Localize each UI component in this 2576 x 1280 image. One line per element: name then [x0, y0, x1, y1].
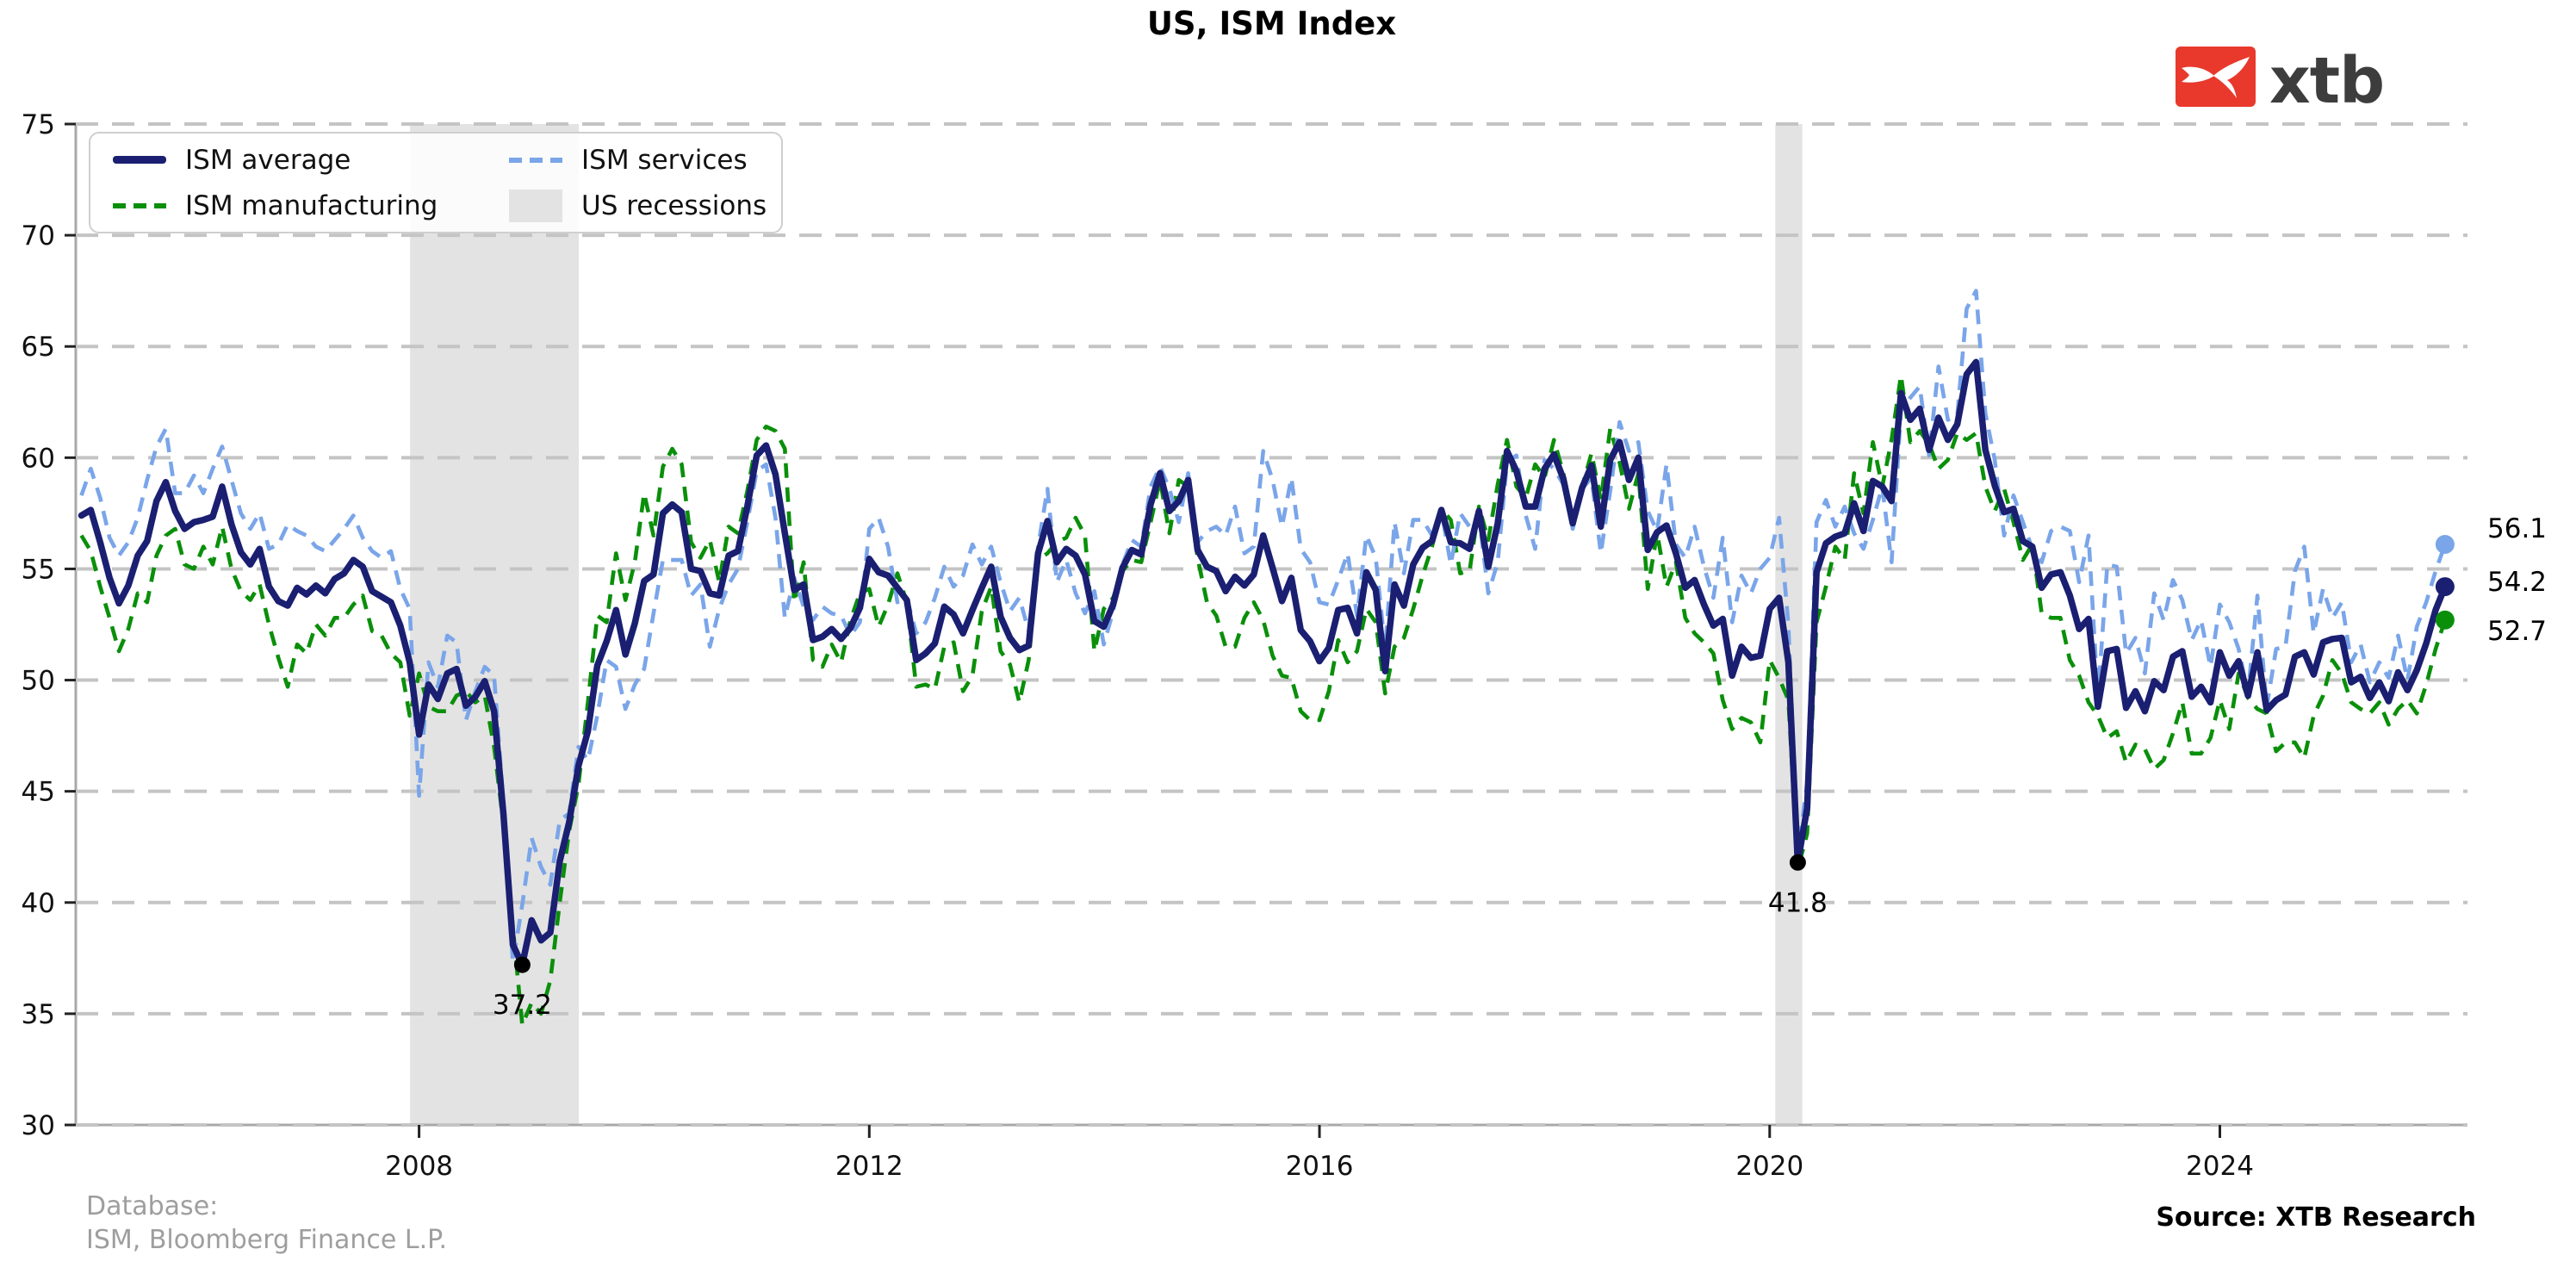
recession-band-1	[410, 124, 580, 1125]
series-line-ism-manufacturing	[79, 373, 2448, 1028]
legend-label-average: ISM average	[185, 144, 351, 176]
end-label-ism-services: 56.1	[2487, 513, 2547, 544]
y-tick-label-55: 55	[22, 554, 55, 585]
recession-band-2	[1775, 124, 1803, 1125]
annotation-label-37.2: 37.2	[493, 990, 552, 1021]
legend-item-services: ISM services	[509, 145, 773, 176]
legend-swatch-average-line	[113, 156, 166, 164]
y-tick-label-75: 75	[22, 109, 55, 140]
series-line-ism-average	[78, 358, 2449, 968]
annotation-label-41.8: 41.8	[1768, 887, 1828, 918]
chart-title: US, ISM Index	[1146, 5, 1397, 42]
x-tick-label-2024: 2024	[2186, 1151, 2254, 1182]
legend-label-manufacturing: ISM manufacturing	[185, 190, 438, 221]
legend-swatch-recessions-patch	[509, 189, 562, 222]
end-label-ism-manufacturing: 52.7	[2487, 616, 2547, 647]
x-tick-label-2012: 2012	[835, 1151, 903, 1182]
y-tick-label-35: 35	[22, 999, 55, 1030]
y-tick-label-45: 45	[22, 777, 55, 808]
xtb-logo-icon	[2176, 47, 2256, 107]
end-dot-ism-services	[2435, 535, 2455, 554]
x-tick-label-2020: 2020	[1735, 1151, 1803, 1182]
legend-item-average: ISM average	[113, 145, 509, 176]
legend-label-recessions: US recessions	[581, 190, 767, 221]
database-note: Database: ISM, Bloomberg Finance L.P.	[86, 1190, 447, 1257]
end-label-ism-average: 54.2	[2487, 567, 2547, 598]
annotation-dot-41.8	[1789, 854, 1806, 871]
legend-swatch-manufacturing-line	[113, 202, 166, 208]
chart-legend: ISM average ISM manufacturing ISM servic…	[89, 132, 783, 233]
xtb-logo: xtb	[2176, 43, 2385, 118]
y-tick-label-70: 70	[22, 221, 55, 252]
y-tick-label-65: 65	[22, 332, 55, 363]
x-tick-label-2016: 2016	[1286, 1151, 1354, 1182]
y-tick-label-50: 50	[22, 666, 55, 697]
annotation-dot-37.2	[513, 956, 531, 973]
source-note: Source: XTB Research	[2156, 1202, 2476, 1233]
xtb-logo-text: xtb	[2269, 43, 2385, 118]
legend-item-recessions: US recessions	[509, 189, 773, 222]
legend-label-services: ISM services	[581, 144, 748, 176]
legend-item-manufacturing: ISM manufacturing	[113, 190, 509, 221]
end-dot-ism-manufacturing	[2435, 610, 2455, 630]
y-tick-label-60: 60	[22, 443, 55, 474]
x-tick-label-2008: 2008	[385, 1151, 453, 1182]
database-note-line1: Database:	[86, 1191, 219, 1221]
y-tick-label-30: 30	[22, 1110, 55, 1141]
legend-swatch-services-line	[509, 157, 562, 163]
y-tick-label-40: 40	[22, 888, 55, 919]
end-dot-ism-average	[2435, 577, 2455, 597]
database-note-line2: ISM, Bloomberg Finance L.P.	[86, 1225, 448, 1255]
